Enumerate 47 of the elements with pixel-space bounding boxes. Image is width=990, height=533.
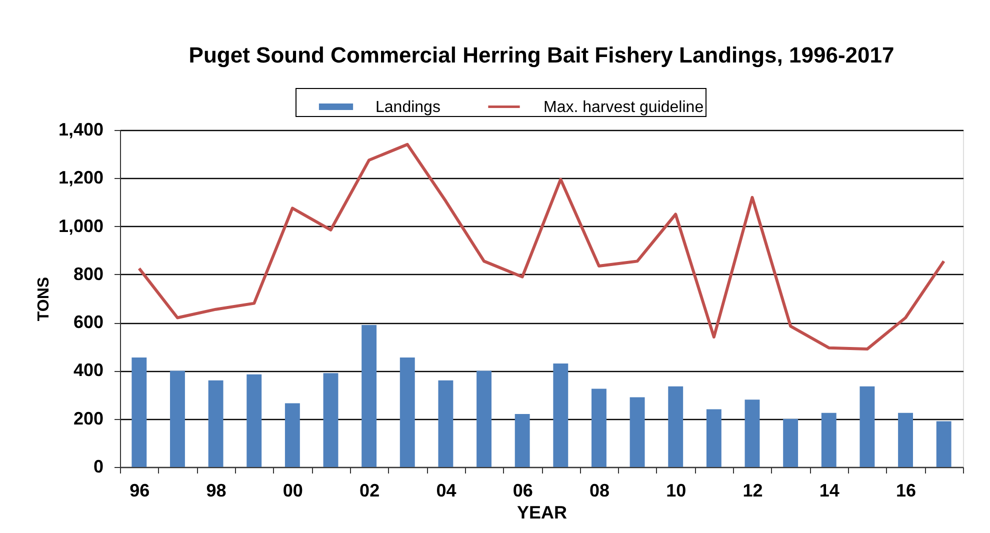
y-tick-label: 0 bbox=[93, 456, 104, 476]
y-tick-label: 800 bbox=[73, 264, 104, 284]
x-axis-title: YEAR bbox=[516, 502, 568, 522]
y-tick-label: 1,000 bbox=[58, 216, 104, 236]
bar bbox=[860, 386, 875, 467]
bar bbox=[706, 409, 722, 467]
line-series bbox=[138, 142, 946, 351]
bar bbox=[783, 418, 798, 467]
chart-title: Puget Sound Commercial Herring Bait Fishery Landings, 1996-2017 bbox=[188, 42, 894, 68]
x-tick-label: 12 bbox=[742, 480, 763, 500]
bar bbox=[438, 380, 454, 467]
x-tick-label: 06 bbox=[512, 480, 533, 500]
bar bbox=[936, 421, 952, 467]
y-tick-label: 400 bbox=[73, 360, 104, 380]
y-axis-title: TONS bbox=[35, 276, 52, 322]
x-tick-label: 14 bbox=[819, 480, 840, 500]
x-tick-label: 10 bbox=[666, 480, 686, 500]
x-tick-label: 02 bbox=[360, 480, 380, 500]
x-tick-label: 08 bbox=[589, 480, 610, 500]
bar bbox=[362, 324, 377, 467]
bar bbox=[284, 403, 300, 467]
bar bbox=[821, 412, 836, 467]
bar bbox=[208, 380, 224, 467]
legend-label: Landings bbox=[376, 98, 440, 116]
y-tick-label: 1,200 bbox=[58, 168, 104, 188]
x-tick-label: 04 bbox=[436, 480, 456, 500]
bar bbox=[323, 373, 338, 467]
legend-label: Max. harvest guideline bbox=[544, 98, 704, 116]
x-tick-label: 16 bbox=[896, 480, 916, 500]
y-tick-label: 600 bbox=[73, 312, 104, 332]
bar bbox=[668, 386, 684, 467]
bar bbox=[630, 397, 645, 467]
x-tick-label: 96 bbox=[130, 480, 150, 500]
x-tick-label: 98 bbox=[206, 480, 226, 500]
bar bbox=[246, 374, 262, 467]
bar bbox=[132, 357, 147, 467]
bar bbox=[744, 400, 760, 467]
bar bbox=[170, 370, 185, 467]
bar bbox=[476, 370, 492, 467]
bar bbox=[898, 412, 913, 467]
bar bbox=[400, 357, 415, 467]
bar bbox=[553, 363, 568, 467]
y-tick-label: 1,400 bbox=[58, 120, 104, 140]
bar bbox=[514, 414, 530, 467]
bar bbox=[592, 388, 606, 467]
x-tick-label: 00 bbox=[282, 480, 303, 500]
y-tick-label: 200 bbox=[73, 408, 104, 428]
